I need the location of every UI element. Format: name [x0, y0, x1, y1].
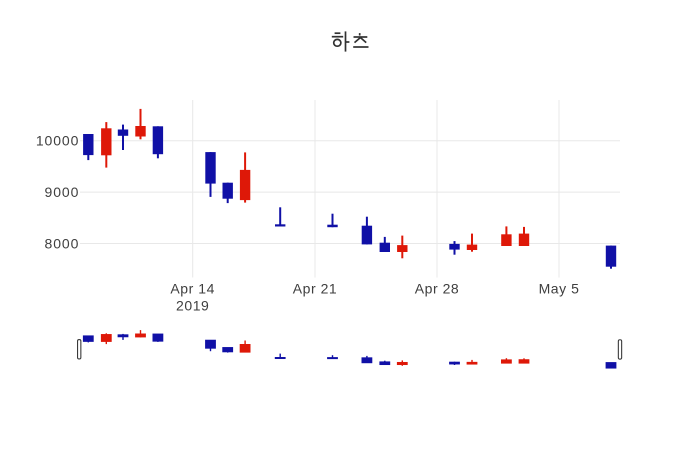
svg-text:8000: 8000 — [45, 236, 80, 252]
svg-text:Apr 28: Apr 28 — [415, 281, 460, 297]
svg-text:Apr 14: Apr 14 — [170, 281, 215, 297]
svg-text:Apr 21: Apr 21 — [293, 281, 338, 297]
svg-text:10000: 10000 — [36, 133, 79, 149]
svg-text:2019: 2019 — [176, 298, 209, 314]
svg-text:9000: 9000 — [45, 184, 80, 200]
svg-text:May 5: May 5 — [539, 281, 580, 297]
